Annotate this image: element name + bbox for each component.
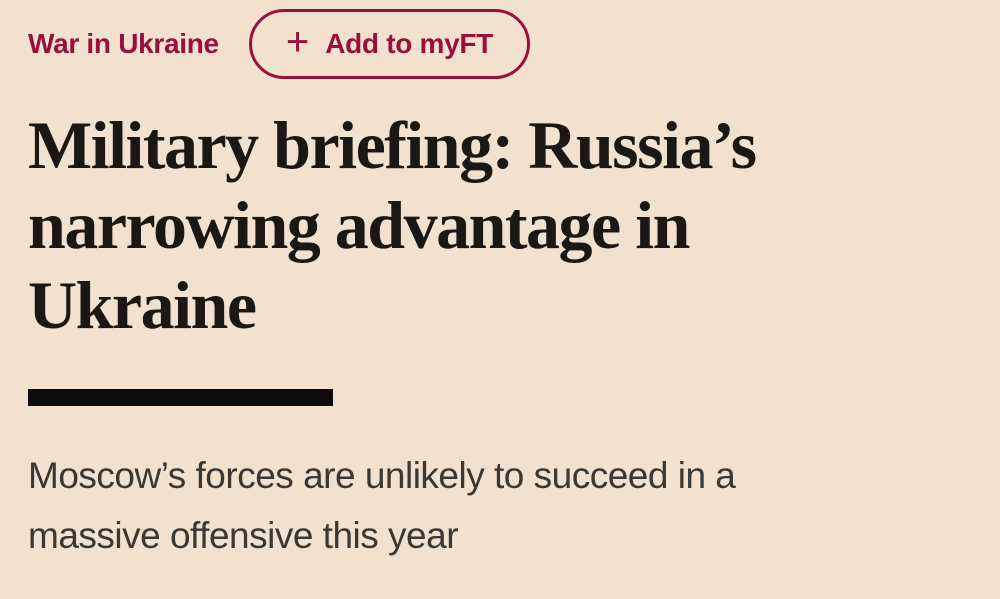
kicker-row: War in Ukraine + Add to myFT: [28, 0, 972, 80]
headline-line-2: narrowing advantage in: [28, 187, 690, 263]
add-to-myft-button[interactable]: + Add to myFT: [248, 9, 530, 79]
add-to-myft-label: Add to myFT: [325, 28, 493, 59]
topic-tag-link[interactable]: War in Ukraine: [28, 28, 219, 59]
headline-divider: [28, 389, 333, 406]
standfirst-line-1: Moscow’s forces are unlikely to succeed …: [28, 455, 736, 496]
standfirst-line-2: massive offensive this year: [28, 515, 459, 556]
article-headline: Military briefing: Russia’s narrowing ad…: [28, 105, 972, 345]
headline-line-1: Military briefing: Russia’s: [28, 107, 757, 183]
article-standfirst: Moscow’s forces are unlikely to succeed …: [28, 446, 972, 566]
plus-icon: +: [285, 20, 310, 64]
headline-line-3: Ukraine: [28, 267, 257, 343]
